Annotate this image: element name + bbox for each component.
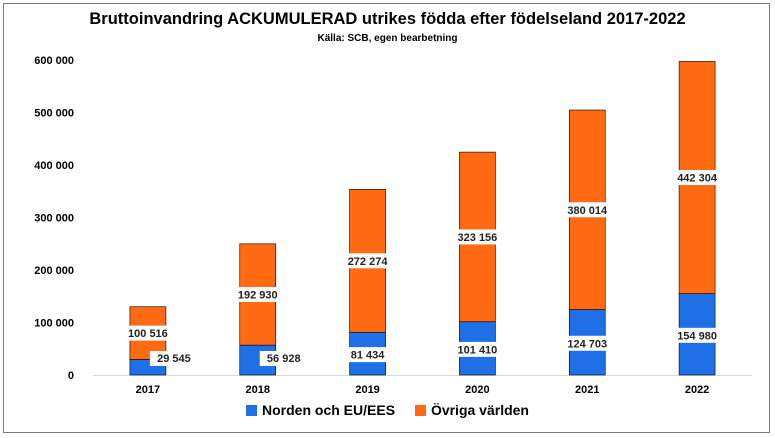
- data-label-ovriga-2017: 100 516: [128, 328, 168, 340]
- data-label-norden-2017: 29 545: [157, 353, 191, 365]
- legend-label-ovriga: Övriga världen: [430, 402, 529, 418]
- y-tick-label: 300 000: [34, 213, 74, 225]
- data-label-bg-ovriga: [234, 286, 281, 302]
- data-label-bg-ovriga: [564, 202, 611, 218]
- data-label-norden-2021: 124 703: [567, 338, 607, 350]
- data-label-bg-ovriga: [454, 229, 501, 245]
- legend-item-ovriga: Övriga världen: [414, 402, 529, 418]
- data-label-ovriga-2021: 380 014: [567, 205, 608, 217]
- data-label-bg-norden: [344, 347, 391, 363]
- data-label-norden-2022: 154 980: [677, 330, 717, 342]
- y-tick-label: 0: [68, 370, 74, 382]
- data-label-norden-2018: 56 928: [267, 353, 301, 365]
- y-tick-label: 500 000: [34, 108, 74, 120]
- x-tick-label: 2019: [355, 384, 379, 396]
- legend-item-norden: Norden och EU/EES: [246, 402, 395, 418]
- data-label-bg-ovriga: [674, 170, 721, 186]
- y-tick-label: 600 000: [34, 55, 74, 67]
- data-label-ovriga-2022: 442 304: [677, 173, 718, 185]
- data-label-bg-norden: [674, 327, 721, 343]
- legend: Norden och EU/EES Övriga världen: [0, 402, 775, 419]
- data-label-ovriga-2018: 192 930: [238, 289, 278, 301]
- x-tick-label: 2018: [246, 384, 270, 396]
- chart-subtitle: Källa: SCB, egen bearbetning: [317, 33, 458, 44]
- data-label-bg-ovriga: [124, 325, 171, 341]
- legend-label-norden: Norden och EU/EES: [262, 402, 396, 418]
- y-tick-label: 100 000: [34, 318, 74, 330]
- y-tick-label: 400 000: [34, 160, 74, 172]
- data-label-norden-2019: 81 434: [351, 350, 386, 362]
- x-tick-label: 2020: [465, 384, 489, 396]
- data-label-bg-ovriga: [344, 253, 391, 269]
- legend-swatch-ovriga: [414, 404, 426, 416]
- x-tick-label: 2022: [685, 384, 709, 396]
- data-label-bg-norden: [564, 335, 611, 351]
- y-tick-label: 200 000: [34, 265, 74, 277]
- x-tick-label: 2021: [575, 384, 599, 396]
- data-label-norden-2020: 101 410: [458, 344, 498, 356]
- data-label-ovriga-2020: 323 156: [458, 232, 498, 244]
- data-label-bg-norden: [454, 341, 501, 357]
- x-tick-label: 2017: [136, 384, 160, 396]
- data-label-ovriga-2019: 272 274: [348, 256, 389, 268]
- data-label-bg-norden: [259, 351, 308, 366]
- legend-swatch-norden: [246, 404, 258, 416]
- data-label-bg-norden: [149, 351, 198, 366]
- chart-title: Bruttoinvandring ACKUMULERAD utrikes föd…: [89, 10, 686, 28]
